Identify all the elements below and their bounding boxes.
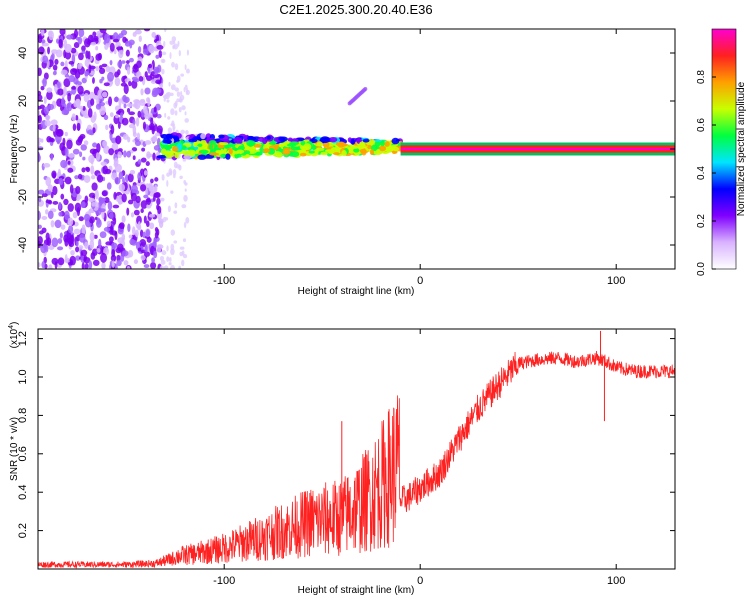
tone-core (400, 148, 675, 150)
colorbar-tick-label: 0.0 (696, 262, 707, 276)
colorbar-title: Normalized spectral amplitude (736, 81, 747, 216)
snr-y-axis-title: SNR (10 * v/v) (9, 417, 20, 481)
spectrogram-plot-area (38, 29, 675, 269)
spectrogram-y-axis-title: Frequency (Hz) (9, 115, 20, 184)
y-tick-label: 0 (17, 146, 29, 152)
y-tick-label: 1.2 (17, 331, 29, 346)
x-tick-label: 100 (607, 275, 625, 287)
colorbar-ticks: 0.0 0.2 0.4 0.6 0.8 (696, 70, 716, 276)
y-tick-label: 0.6 (17, 446, 29, 461)
y-tick-label: 0.2 (17, 523, 29, 538)
colorbar: 0.0 0.2 0.4 0.6 0.8 Normalized spectral ampl… (696, 28, 747, 276)
snr-x-axis-title: Height of straight line (km) (298, 585, 415, 596)
spectrogram-x-axis-title: Height of straight line (km) (298, 286, 415, 297)
x-tick-label: 0 (417, 575, 423, 587)
x-tick-label: -100 (213, 575, 235, 587)
snr-scale-label: (x104) (8, 322, 20, 349)
chart-title: C2E1.2025.300.20.40.E36 (279, 2, 432, 17)
y-tick-label: 40 (17, 47, 29, 59)
y-tick-label: 0.8 (17, 408, 29, 423)
snr-scale-exponent: 4 (8, 325, 15, 329)
y-tick-label: -20 (17, 189, 29, 205)
noise-region (38, 29, 165, 269)
colorbar-tick-label: 0.8 (696, 70, 707, 84)
y-tick-label: -40 (17, 237, 29, 253)
snr-scale-suffix: ) (9, 322, 20, 325)
steady-tone (400, 142, 675, 156)
snr-plot-area (38, 330, 675, 569)
snr-panel: -100 0 100 0.2 0.4 0.6 0.8 1.0 1.2 Height of str… (8, 322, 676, 596)
svg-text:(x104): (x104) (8, 322, 20, 349)
colorbar-gradient (712, 29, 736, 269)
snr-frame (37, 328, 676, 570)
x-tick-label: 0 (417, 275, 423, 287)
colorbar-tick-label: 0.2 (696, 214, 707, 228)
spectrogram-axes: -100 0 100 -40 -20 0 20 40 (17, 29, 675, 287)
snr-series-line (38, 351, 675, 569)
snr-scale-prefix: (x10 (9, 328, 20, 348)
spurious-line (347, 87, 368, 106)
y-tick-label: 0.4 (17, 485, 29, 500)
signal-band (156, 132, 405, 162)
snr-axes: -100 0 100 0.2 0.4 0.6 0.8 1.0 1.2 (17, 329, 675, 587)
x-tick-label: -100 (213, 275, 235, 287)
colorbar-tick-label: 0.6 (696, 118, 707, 132)
x-tick-label: 100 (607, 575, 625, 587)
colorbar-frame (711, 28, 737, 270)
spectrogram-panel: -100 0 100 -40 -20 0 20 40 Height of straight l… (9, 28, 676, 297)
y-tick-label: 20 (17, 95, 29, 107)
y-tick-label: 1.0 (17, 369, 29, 384)
colorbar-tick-label: 0.4 (696, 166, 707, 180)
